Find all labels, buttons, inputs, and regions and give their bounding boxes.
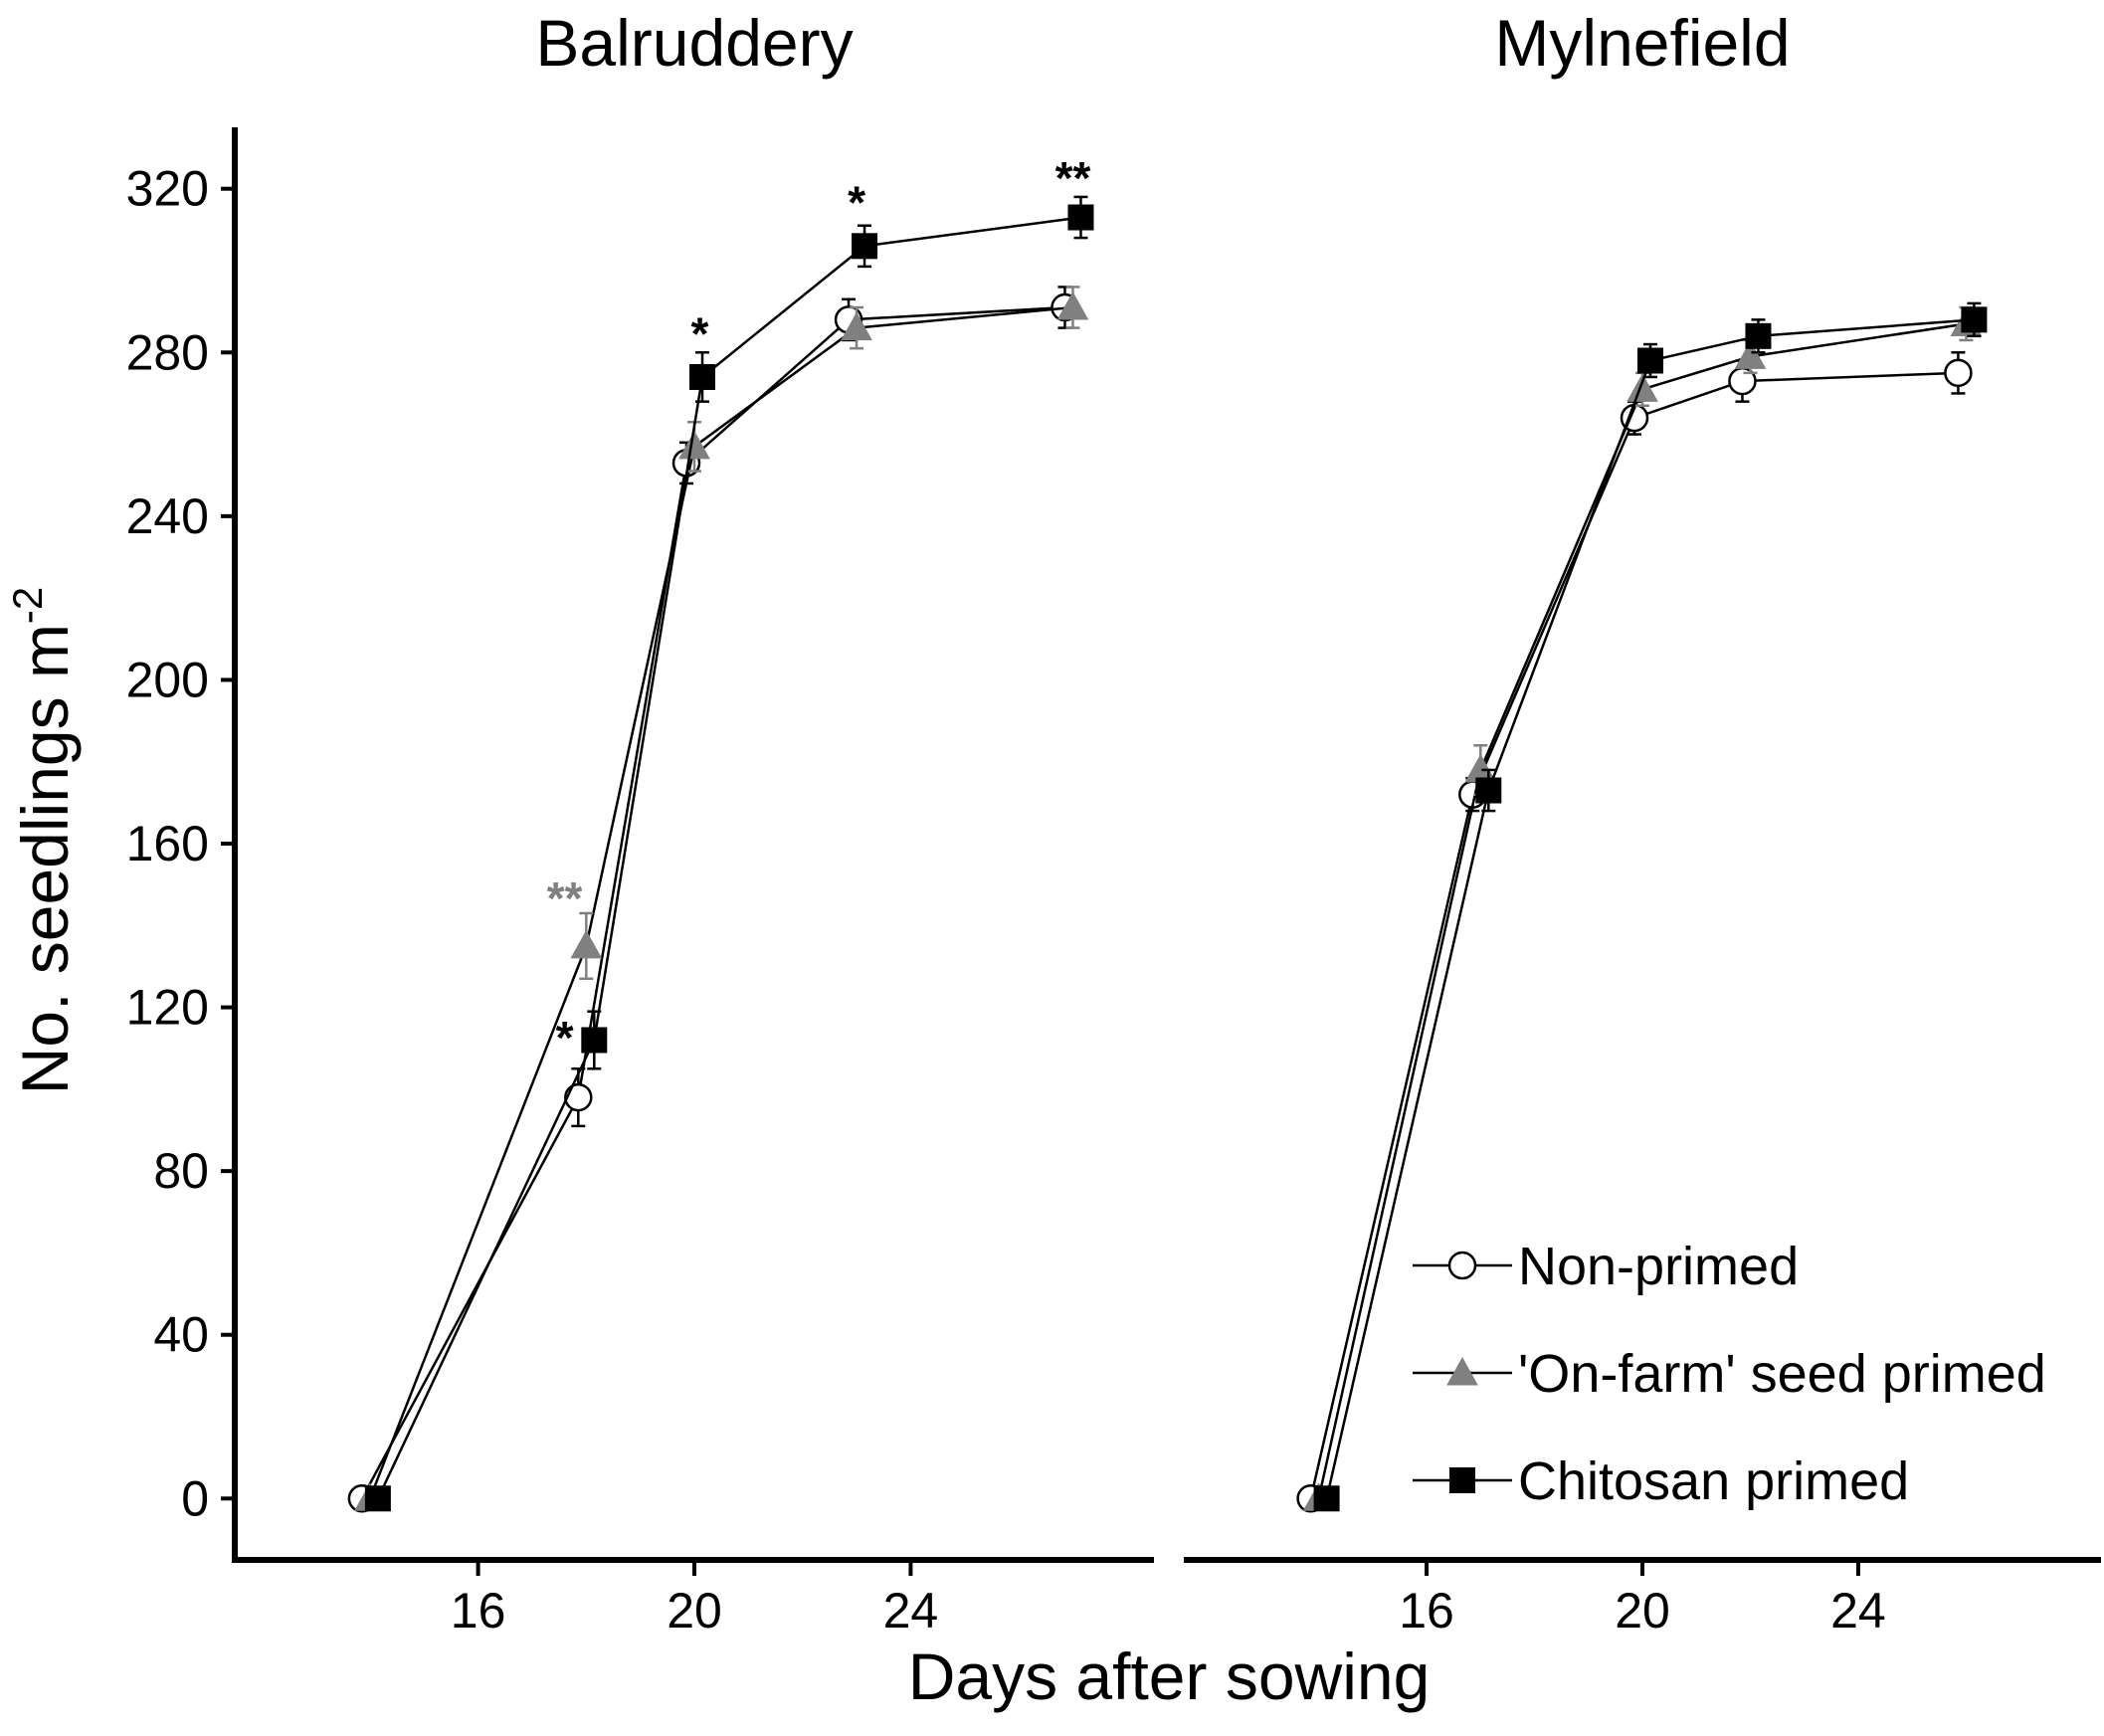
data-point <box>841 311 872 341</box>
series-line <box>368 305 1073 1499</box>
y-tick-label: 320 <box>126 161 209 217</box>
y-tick-label: 0 <box>181 1470 209 1526</box>
series-line <box>376 216 1081 1499</box>
y-tick-label: 120 <box>126 980 209 1036</box>
x-tick-label: 16 <box>451 1583 506 1639</box>
y-tick-label: 200 <box>126 652 209 707</box>
x-axis-title: Days after sowing <box>908 1640 1431 1713</box>
data-point <box>1637 347 1663 374</box>
legend-label: Chitosan primed <box>1518 1451 1909 1511</box>
data-point <box>570 929 603 959</box>
data-point <box>1313 1485 1340 1512</box>
x-tick-label: 16 <box>1399 1583 1454 1639</box>
x-tick-label: 20 <box>667 1583 722 1639</box>
y-tick-label: 280 <box>126 324 209 380</box>
significance-marker: * <box>556 1012 574 1063</box>
y-tick-label: 40 <box>153 1307 209 1363</box>
series-line <box>360 305 1065 1499</box>
legend-label: Non-primed <box>1518 1237 1799 1296</box>
significance-marker: ** <box>1055 152 1091 204</box>
significance-marker: * <box>690 307 708 359</box>
series-line <box>1309 371 1959 1499</box>
panels-layer: Balruddery 0 40 80 120 160 200 240 280 320 16 20 24 *… <box>126 6 2101 1639</box>
legend-marker <box>1446 1356 1478 1386</box>
data-point <box>689 363 715 390</box>
series-on-farm-seed-primed <box>1302 305 1983 1511</box>
series-line <box>1325 318 1975 1499</box>
series-chitosan-primed <box>364 195 1094 1512</box>
legend: Non-primed 'On-farm' seed primed Chitosan … <box>1413 1237 2046 1511</box>
panel-balruddery: Balruddery 0 40 80 120 160 200 240 280 320 16 20 24 *… <box>126 6 1154 1639</box>
data-point <box>852 233 878 260</box>
x-tick-label: 20 <box>1615 1583 1670 1639</box>
data-point <box>581 1027 608 1054</box>
data-point <box>1745 322 1772 349</box>
data-point <box>678 430 710 460</box>
data-point <box>364 1485 391 1512</box>
data-point <box>1944 358 1973 388</box>
data-point <box>564 1082 593 1112</box>
data-point <box>1475 777 1502 804</box>
panel-title: Balruddery <box>535 6 853 80</box>
y-tick-label: 160 <box>126 816 209 871</box>
legend-label: 'On-farm' seed primed <box>1518 1344 2046 1404</box>
panel-title: Mylnefield <box>1494 6 1790 80</box>
data-point <box>1626 373 1658 402</box>
significance-marker: ** <box>547 872 583 924</box>
legend-entry: Non-primed <box>1413 1237 1799 1296</box>
y-axis-title: No. seedlings m-2 <box>4 587 82 1095</box>
y-tick-label: 80 <box>153 1143 209 1199</box>
x-tick-label: 24 <box>1830 1583 1886 1639</box>
legend-marker <box>1447 1251 1477 1280</box>
data-point <box>1734 340 1767 369</box>
y-tick-label: 240 <box>126 488 209 544</box>
data-point <box>1961 306 1988 333</box>
y-axis-title-main: No. seedlings m <box>8 624 82 1094</box>
significance-marker: * <box>848 177 865 229</box>
panel-mylnefield: Mylnefield 16 20 24 <box>1184 6 2101 1639</box>
data-point <box>1056 290 1089 320</box>
legend-marker <box>1449 1467 1475 1493</box>
series-non-primed <box>1296 351 1973 1513</box>
series-chitosan-primed <box>1313 301 1988 1512</box>
x-tick-label: 24 <box>883 1583 939 1639</box>
legend-entry: Chitosan primed <box>1413 1451 1909 1511</box>
y-axis-title-superscript: -2 <box>4 587 51 624</box>
series-line <box>1317 322 1967 1499</box>
data-point <box>1067 204 1094 231</box>
series-on-farm-seed-primed <box>354 286 1089 1511</box>
legend-entry: 'On-farm' seed primed <box>1413 1344 2046 1404</box>
